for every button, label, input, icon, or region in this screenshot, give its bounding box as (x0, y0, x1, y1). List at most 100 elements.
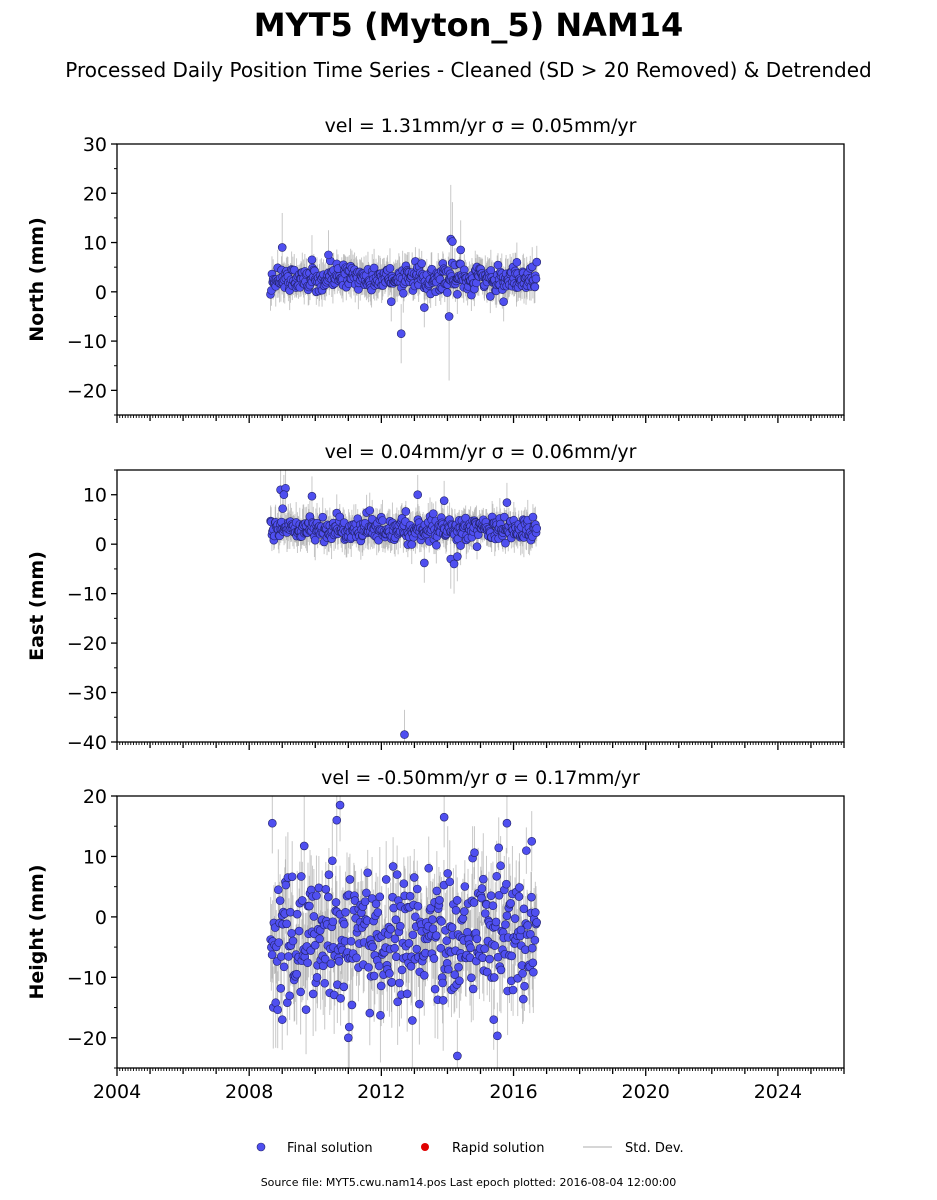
final-solution-point (334, 956, 344, 966)
final-solution-point (391, 915, 401, 925)
final-solution-point (404, 938, 414, 948)
final-solution-point (506, 899, 515, 908)
y-tick-label: 10 (83, 846, 107, 868)
x-tick-label: 2004 (93, 1081, 141, 1103)
final-solution-point (480, 944, 489, 954)
final-solution-point (449, 559, 459, 569)
final-solution-point (287, 872, 297, 882)
final-solution-point (480, 909, 490, 918)
final-solution-point (442, 288, 452, 297)
final-solution-point (285, 991, 294, 1001)
final-solution-point (432, 540, 441, 550)
final-solution-point (312, 891, 321, 900)
final-solution-point (520, 981, 529, 991)
final-solution-point (436, 943, 446, 953)
final-solution-point (324, 870, 334, 880)
final-solution-point (336, 994, 345, 1003)
final-solution-point (402, 989, 412, 999)
chart-subtitle: Processed Daily Position Time Series - C… (65, 58, 872, 82)
final-solution-point (400, 730, 409, 739)
final-solution-point (309, 912, 319, 921)
final-solution-point (520, 945, 530, 954)
final-solution-point (323, 892, 333, 902)
final-solution-point (303, 958, 312, 968)
final-solution-point (275, 896, 285, 905)
final-solution-point (453, 289, 462, 299)
final-solution-point (413, 901, 423, 911)
final-solution-point (385, 263, 395, 273)
final-solution-point (442, 936, 451, 946)
final-solution-point (296, 872, 306, 881)
final-solution-point (432, 886, 442, 896)
final-solution-point (531, 908, 540, 917)
final-solution-point (532, 918, 541, 927)
final-solution-point (345, 875, 355, 884)
final-solution-point (305, 901, 314, 911)
y-tick-label: −20 (67, 633, 107, 655)
final-solution-point (445, 877, 455, 887)
final-solution-point (298, 896, 307, 905)
x-tick-label: 2008 (225, 1081, 273, 1103)
final-solution-point (395, 978, 404, 988)
final-solution-point (320, 954, 330, 964)
final-solution-point (478, 874, 488, 884)
final-solution-point (326, 959, 336, 969)
final-solution-point (369, 263, 379, 273)
final-solution-point (268, 818, 277, 828)
final-solution-point (501, 920, 510, 929)
final-solution-point (516, 925, 526, 935)
y-axis-label: East (mm) (26, 551, 48, 661)
final-solution-point (360, 897, 370, 906)
final-solution-point (519, 904, 529, 914)
final-solution-point (335, 512, 345, 522)
final-solution-point (431, 931, 441, 940)
panel-height: vel = -0.50mm/yr σ = 0.17mm/yr Height (mm… (26, 767, 845, 1103)
final-solution-point (341, 907, 350, 917)
final-solution-point (444, 965, 453, 974)
final-solution-point (412, 884, 422, 894)
data-series (266, 184, 542, 381)
final-solution-point (507, 951, 517, 961)
final-solution-point (299, 841, 309, 851)
final-solution-point (397, 965, 407, 975)
final-solution-point (512, 257, 522, 267)
final-solution-point (369, 971, 379, 981)
y-tick-label: 30 (83, 134, 107, 156)
final-solution-point (399, 289, 408, 298)
y-axis-label: Height (mm) (26, 864, 48, 999)
final-solution-point (310, 535, 320, 545)
final-solution-point (350, 896, 360, 905)
final-solution-point (321, 884, 331, 894)
y-tick-label: −30 (67, 683, 107, 705)
y-tick-label: 0 (95, 282, 107, 304)
final-solution-point (450, 970, 460, 979)
final-solution-point (386, 924, 395, 934)
final-solution-point (267, 950, 277, 960)
final-solution-point (491, 917, 501, 927)
final-solution-point (486, 891, 496, 901)
legend-final-label: Final solution (287, 1141, 373, 1156)
final-solution-point (375, 892, 385, 902)
final-solution-point (501, 538, 510, 548)
final-solution-point (527, 943, 537, 953)
final-solution-point (411, 912, 420, 922)
x-tick-label: 2012 (357, 1081, 405, 1103)
final-solution-point (279, 490, 289, 500)
final-solution-point (276, 984, 286, 993)
final-solution-point (288, 936, 298, 946)
final-solution-point (396, 329, 406, 339)
final-solution-point (324, 250, 333, 260)
final-solution-point (435, 895, 444, 905)
final-solution-point (391, 952, 401, 961)
final-solution-point (406, 962, 416, 971)
final-solution-point (489, 1015, 499, 1024)
final-solution-point (429, 954, 439, 963)
y-tick-label: −20 (67, 380, 107, 402)
final-solution-point (274, 938, 284, 947)
final-solution-point (490, 941, 500, 950)
final-solution-point (447, 923, 457, 932)
x-tick-label: 2020 (622, 1081, 670, 1103)
final-solution-point (493, 260, 503, 270)
final-solution-point (486, 292, 495, 301)
final-solution-point (315, 934, 324, 944)
